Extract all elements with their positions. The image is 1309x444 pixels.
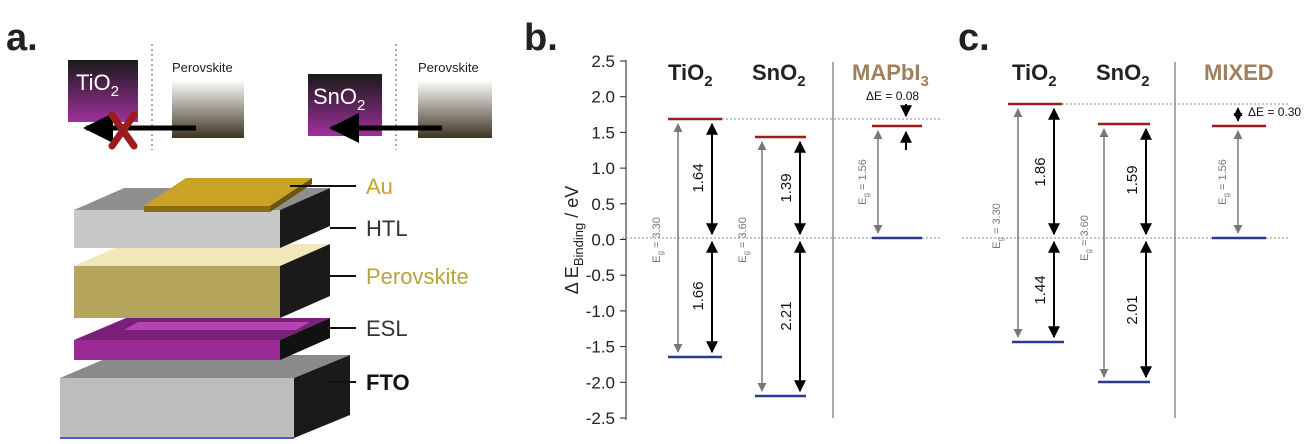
y-tick-label: -1.0 [586, 302, 615, 321]
perovskite-left-label: Perovskite [172, 60, 233, 75]
b-gap-sno2-up: 1.39 [778, 173, 795, 202]
b-sno2-eg-label: Eg = 3.60 [737, 217, 751, 263]
b-gap-tio2-down: 1.66 [690, 281, 707, 310]
c-title-sno2: SnO2 [1096, 60, 1150, 90]
c-delta-e-label: ΔE = 0.30 [1248, 105, 1301, 119]
c-gap-tio2-down: 1.44 [1032, 275, 1049, 304]
c-title-mixed: MIXED [1204, 60, 1274, 85]
perovskite-label: Perovskite [366, 264, 469, 289]
b-mapbi3-eg-label: Eg = 1.56 [857, 159, 871, 205]
y-tick-label: -1.5 [586, 338, 615, 357]
y-tick-label: -2.0 [586, 373, 615, 392]
panel-a-label: a. [6, 17, 38, 59]
cross-icon [108, 111, 138, 150]
c-tio2-eg-label: Eg = 3.30 [991, 203, 1005, 249]
b-gap-tio2-up: 1.64 [690, 163, 707, 192]
panel-b-label: b. [524, 17, 558, 59]
c-sno2-eg-label: Eg = 3.60 [1079, 215, 1093, 261]
c-gap-tio2-up: 1.86 [1032, 157, 1049, 186]
b-title-tio2: TiO2 [668, 60, 713, 90]
b-title-mapbi3: MAPbI3 [852, 60, 929, 90]
b-delta-e-label: ΔE = 0.08 [866, 89, 919, 103]
esl-label: ESL [366, 316, 408, 341]
perovskite-layer [74, 244, 330, 318]
tio2-box [68, 60, 138, 122]
y-tick-label: 0.0 [591, 231, 615, 250]
y-tick-label: 1.5 [591, 123, 615, 142]
sno2-box-label: SnO2 [313, 84, 365, 114]
y-axis-label: Δ EBinding / eV [562, 186, 586, 294]
esl-layer [74, 318, 330, 360]
tio2-box-label: TiO2 [76, 70, 119, 100]
y-tick-label: 2.0 [591, 88, 615, 107]
perovskite-right-label: Perovskite [418, 60, 479, 75]
au-label: Au [366, 174, 393, 199]
panel-b: b. 2.5 2.0 1.5 1.0 0.5 0.0 -0.5 -1.0 -1.5 -2.0 -2.… [524, 17, 940, 428]
y-tick-label: -0.5 [586, 266, 615, 285]
panel-a: a. TiO2 Perovskite SnO2 Perovskite [6, 17, 492, 439]
y-axis: 2.5 2.0 1.5 1.0 0.5 0.0 -0.5 -1.0 -1.5 -2.0 -2.5 [586, 52, 627, 428]
y-tick-label: 1.0 [591, 159, 615, 178]
y-tick-label: -2.5 [586, 409, 615, 428]
y-tick-label: 0.5 [591, 195, 615, 214]
panel-c: c. TiO2 SnO2 MIXED Eg = 3.30 1.86 1.44 E… [958, 17, 1301, 418]
fto-layer [60, 355, 350, 439]
c-title-tio2: TiO2 [1012, 60, 1057, 90]
c-mixed-eg-label: Eg = 1.56 [1217, 159, 1231, 205]
htl-label: HTL [366, 216, 408, 241]
panel-c-label: c. [958, 17, 990, 59]
y-tick-label: 2.5 [591, 52, 615, 71]
fto-label: FTO [366, 370, 410, 395]
c-gap-sno2-up: 1.59 [1124, 165, 1141, 194]
c-gap-sno2-down: 2.01 [1124, 295, 1141, 324]
b-tio2-eg-label: Eg = 3.30 [651, 217, 665, 263]
b-gap-sno2-down: 2.21 [778, 301, 795, 330]
b-title-sno2: SnO2 [752, 60, 806, 90]
